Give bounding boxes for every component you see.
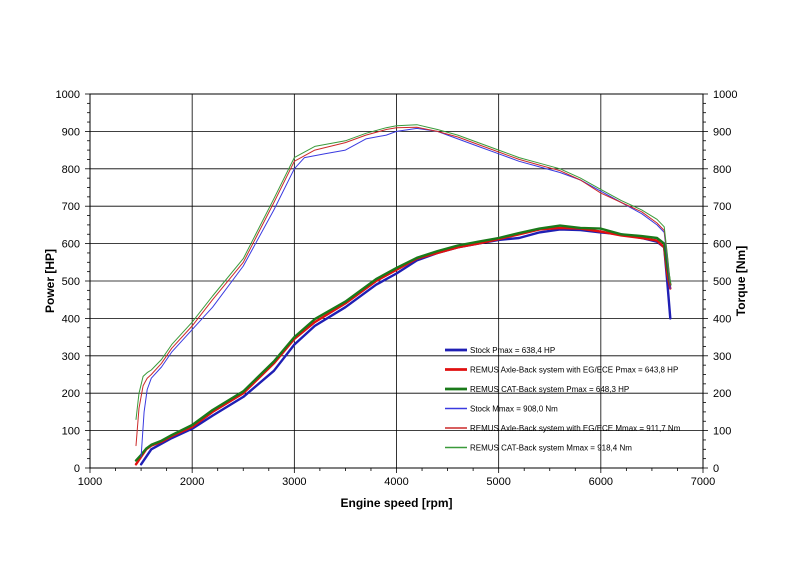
x-tick-label: 3000: [282, 476, 306, 488]
y-left-tick-label: 200: [62, 388, 80, 400]
y-axis-left-title: Power [HP]: [43, 249, 57, 313]
y-right-tick-label: 0: [713, 463, 719, 475]
series-line-6: [135, 124, 671, 420]
y-left-tick-label: 100: [62, 426, 80, 438]
y-right-tick-label: 200: [713, 388, 731, 400]
data-curves: [134, 124, 672, 466]
y-right-tick-label: 600: [713, 239, 731, 251]
x-tick-label: 5000: [486, 476, 510, 488]
legend-label: REMUS Axle-Back system with EG/ECE Mmax …: [470, 424, 681, 433]
x-tick-label: 1000: [78, 476, 102, 488]
legend-label: REMUS CAT-Back system Pmax = 648,3 HP: [470, 385, 629, 394]
y-right-tick-label: 100: [713, 426, 731, 438]
y-left-tick-label: 500: [62, 276, 80, 288]
axis-ticks: [85, 93, 708, 473]
y-right-tick-label: 900: [713, 126, 731, 138]
y-left-tick-label: 1000: [56, 89, 80, 101]
y-right-tick-label: 500: [713, 276, 731, 288]
x-tick-label: 4000: [384, 476, 408, 488]
y-left-tick-label: 0: [74, 463, 80, 475]
y-left-tick-label: 900: [62, 126, 80, 138]
y-right-tick-label: 700: [713, 201, 731, 213]
y-right-tick-label: 400: [713, 313, 731, 325]
legend-label: REMUS Axle-Back system with EG/ECE Pmax …: [470, 366, 678, 375]
y-left-tick-label: 700: [62, 201, 80, 213]
series-line-4: [140, 127, 671, 458]
y-left-tick-label: 300: [62, 351, 80, 363]
y-left-tick-label: 400: [62, 313, 80, 325]
tick-labels: 1000 2000 3000 4000 5000 6000 7000010020030040…: [56, 89, 738, 488]
x-tick-label: 6000: [589, 476, 613, 488]
y-right-tick-label: 300: [713, 351, 731, 363]
grid-lines: [90, 94, 703, 468]
x-tick-label: 7000: [691, 476, 715, 488]
legend-label: REMUS CAT-Back system Mmax = 918,4 Nm: [470, 444, 632, 453]
x-axis-title: Engine speed [rpm]: [340, 496, 452, 510]
series-line-3: [134, 224, 672, 462]
x-tick-label: 2000: [180, 476, 204, 488]
series-line-5: [135, 126, 671, 447]
legend-label: Stock Pmax = 638,4 HP: [470, 346, 555, 355]
y-left-tick-label: 600: [62, 239, 80, 251]
y-right-tick-label: 800: [713, 164, 731, 176]
y-right-tick-label: 1000: [713, 89, 737, 101]
legend: Stock Pmax = 638,4 HP REMUS Axle-Back sys…: [445, 346, 681, 453]
y-axis-right-title: Torque [Nm]: [734, 246, 748, 316]
y-left-tick-label: 800: [62, 164, 80, 176]
legend-label: Stock Mmax = 908,0 Nm: [470, 405, 558, 414]
